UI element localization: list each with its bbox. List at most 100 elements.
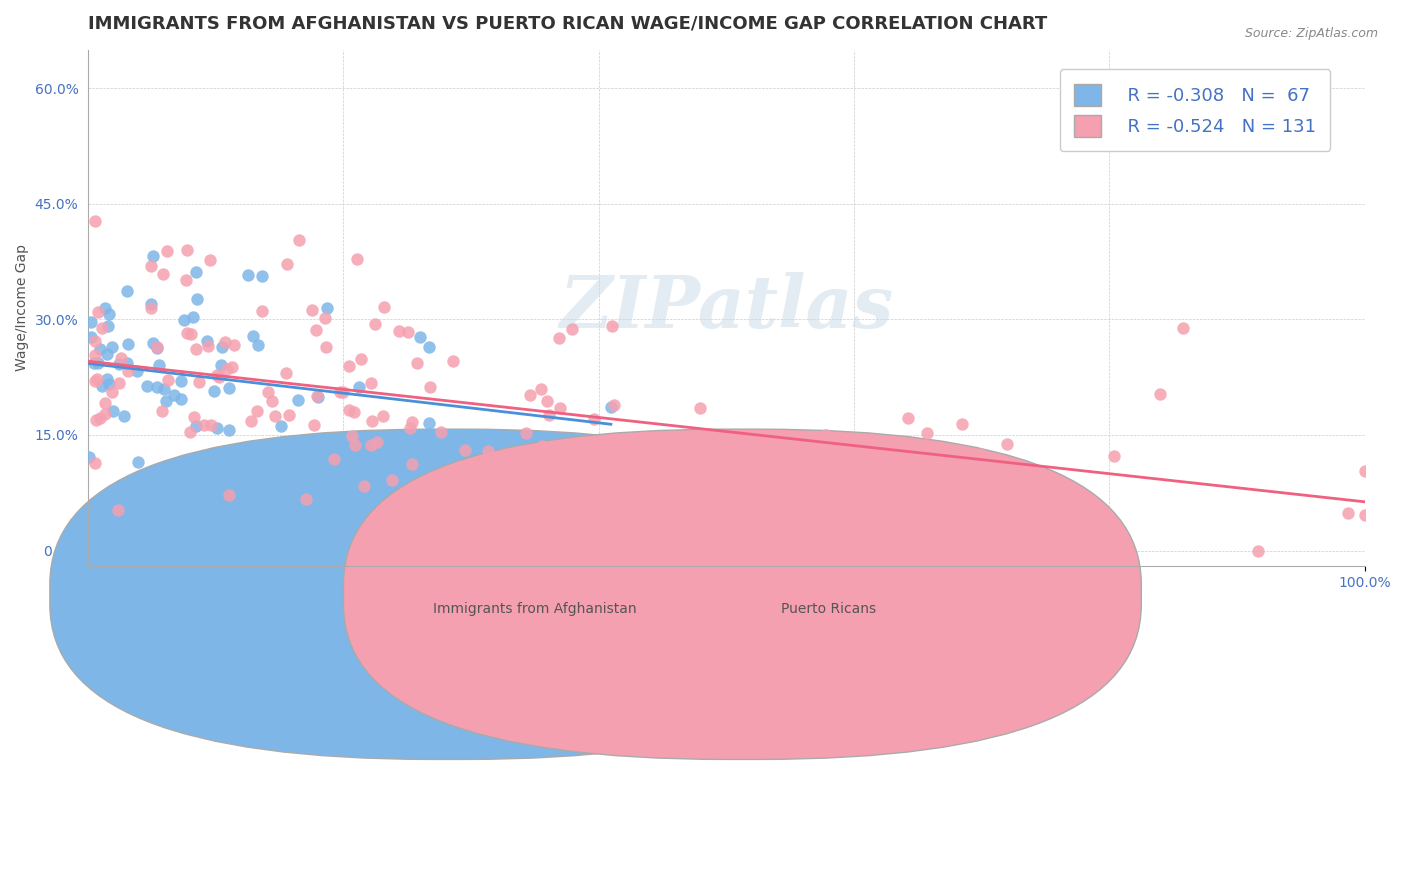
Point bbox=[897, 411, 920, 425]
Point bbox=[995, 437, 1018, 451]
Point bbox=[83, 334, 105, 348]
Point bbox=[107, 376, 129, 390]
Point bbox=[83, 375, 105, 389]
Point bbox=[274, 366, 297, 380]
Point bbox=[531, 439, 554, 453]
Point bbox=[181, 310, 204, 324]
Point bbox=[583, 411, 606, 425]
Point bbox=[107, 503, 129, 517]
Point bbox=[141, 335, 163, 350]
Point bbox=[287, 393, 309, 408]
FancyBboxPatch shape bbox=[49, 429, 848, 759]
Point bbox=[628, 460, 651, 475]
Point bbox=[174, 273, 197, 287]
Point bbox=[208, 454, 231, 468]
Point bbox=[79, 450, 101, 464]
Point bbox=[548, 401, 571, 416]
Point bbox=[186, 265, 208, 279]
Point bbox=[332, 384, 354, 399]
Point bbox=[224, 338, 246, 352]
Point bbox=[90, 321, 112, 335]
Point bbox=[139, 296, 162, 310]
Point bbox=[94, 408, 117, 422]
Point bbox=[699, 528, 721, 542]
Point bbox=[340, 429, 363, 443]
Point bbox=[142, 249, 165, 263]
Point bbox=[146, 341, 169, 355]
Point bbox=[115, 284, 138, 298]
Point bbox=[197, 338, 219, 352]
Point bbox=[388, 324, 411, 338]
Point bbox=[195, 334, 218, 348]
Point bbox=[301, 303, 323, 318]
Point bbox=[252, 268, 274, 283]
Point bbox=[600, 319, 623, 334]
Point bbox=[110, 351, 132, 365]
Point bbox=[373, 300, 395, 314]
Point bbox=[83, 456, 105, 470]
Point bbox=[186, 292, 208, 306]
Point bbox=[188, 375, 211, 389]
Point bbox=[344, 438, 367, 452]
Point bbox=[183, 409, 205, 424]
Point bbox=[193, 417, 215, 432]
Point bbox=[548, 331, 571, 345]
Point bbox=[246, 338, 269, 352]
Point bbox=[1354, 508, 1376, 522]
Point bbox=[630, 460, 652, 475]
Point bbox=[180, 326, 202, 341]
Point bbox=[366, 435, 388, 450]
Point bbox=[100, 340, 122, 354]
Point bbox=[176, 243, 198, 257]
Point bbox=[814, 427, 837, 442]
Y-axis label: Wage/Income Gap: Wage/Income Gap bbox=[15, 244, 30, 371]
Point bbox=[315, 340, 337, 354]
Point bbox=[218, 488, 240, 502]
Point bbox=[100, 384, 122, 399]
Point bbox=[515, 425, 537, 440]
Point bbox=[714, 516, 737, 531]
Point bbox=[599, 400, 621, 414]
Text: Immigrants from Afghanistan: Immigrants from Afghanistan bbox=[433, 602, 637, 616]
Point bbox=[396, 325, 419, 339]
Point bbox=[156, 244, 179, 258]
Point bbox=[98, 377, 121, 392]
Point bbox=[1104, 449, 1126, 463]
Point bbox=[218, 381, 240, 395]
Point bbox=[371, 409, 394, 423]
Point bbox=[454, 442, 477, 457]
Point bbox=[337, 403, 360, 417]
Point bbox=[401, 416, 423, 430]
Point bbox=[156, 373, 179, 387]
Point bbox=[405, 356, 427, 370]
Point bbox=[152, 268, 174, 282]
Point bbox=[343, 405, 366, 419]
Point bbox=[239, 414, 262, 428]
Point bbox=[347, 380, 370, 394]
Legend:   R = -0.308   N =  67,   R = -0.524   N = 131: R = -0.308 N = 67, R = -0.524 N = 131 bbox=[1060, 70, 1330, 151]
Point bbox=[246, 476, 269, 491]
Point bbox=[112, 409, 135, 423]
Point bbox=[360, 438, 382, 452]
Point bbox=[401, 457, 423, 471]
Point bbox=[83, 214, 105, 228]
Point bbox=[163, 388, 186, 402]
Point bbox=[307, 390, 329, 404]
Point bbox=[409, 494, 432, 508]
Point bbox=[169, 374, 191, 388]
Point bbox=[200, 417, 222, 432]
Point bbox=[714, 460, 737, 475]
Point bbox=[240, 455, 263, 469]
Point bbox=[515, 445, 537, 459]
Point bbox=[603, 398, 626, 412]
Point bbox=[107, 357, 129, 371]
Point bbox=[87, 305, 110, 319]
Point bbox=[409, 330, 432, 344]
Point bbox=[139, 301, 162, 315]
Point bbox=[218, 423, 240, 437]
Point bbox=[115, 356, 138, 370]
Point bbox=[969, 447, 991, 461]
Point bbox=[1171, 321, 1194, 335]
Point bbox=[217, 362, 239, 376]
Point bbox=[80, 330, 103, 344]
